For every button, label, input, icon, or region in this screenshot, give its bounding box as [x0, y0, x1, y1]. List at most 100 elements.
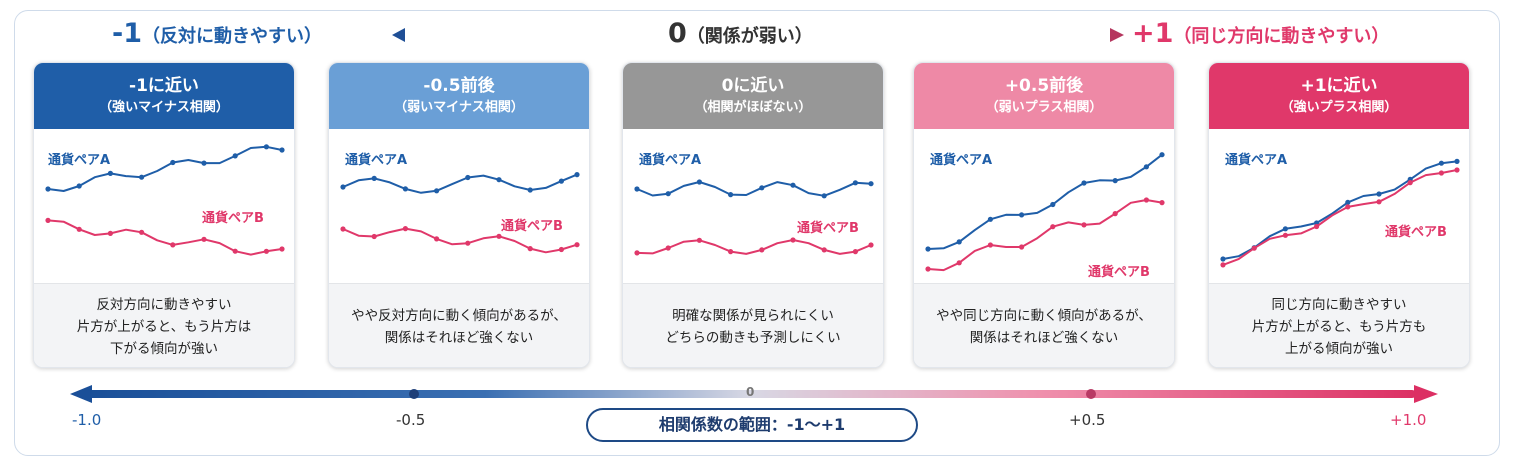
series-b-line: [1222, 169, 1458, 266]
series-b-point: [728, 249, 734, 255]
chart-svg: [1220, 158, 1460, 268]
series-b-line: [47, 219, 283, 256]
series-b-point: [696, 237, 702, 243]
series-b-point: [279, 246, 285, 252]
series-a-line: [927, 153, 1163, 250]
series-a-point: [232, 153, 238, 159]
desc-line: 片方が上がると、もう片方は: [76, 319, 252, 335]
series-b-label: 通貨ペアB: [1088, 265, 1150, 280]
desc-line: やや反対方向に動く傾向があるが、: [351, 308, 567, 324]
card-weak-negative: -0.5前後 （弱いマイナス相関） 通貨ペアA 通貨ペアB やや反対方向に動く傾…: [328, 62, 590, 368]
series-a-point: [956, 239, 962, 245]
series-a-point: [558, 178, 564, 184]
series-a-point: [1220, 256, 1226, 262]
series-a-point: [371, 175, 377, 181]
header-arrows: [392, 28, 1124, 42]
series-b-point: [201, 236, 207, 242]
series-b-label: 通貨ペアB: [1385, 225, 1447, 240]
heading-zero-text: （関係が弱い）: [686, 26, 813, 47]
series-a-line: [342, 173, 578, 194]
card-title: 0に近い: [721, 76, 785, 96]
scale-minus-half-label: -0.5: [396, 411, 426, 429]
series-b-point: [634, 250, 640, 256]
series-b-point: [434, 236, 440, 242]
series-b-point: [371, 233, 377, 240]
series-a-point: [45, 186, 51, 192]
series-a-point: [852, 180, 858, 186]
series-a-point: [925, 246, 931, 252]
series-a-label: 通貨ペアA: [1225, 153, 1288, 168]
series-b-point: [465, 240, 471, 246]
card-chart: 通貨ペアA 通貨ペアB: [914, 129, 1174, 283]
scale-marker-minus-half: [409, 389, 419, 399]
card-chart: 通貨ペアA 通貨ペアB: [329, 129, 589, 283]
series-b-line: [342, 227, 578, 254]
heading-positive: +1（同じ方向に動きやすい）: [1132, 14, 1389, 54]
series-a-point: [790, 182, 796, 188]
series-b-line: [927, 199, 1163, 272]
series-b-label: 通貨ペアB: [202, 211, 264, 226]
series-b-point: [402, 226, 408, 232]
series-a-point: [868, 181, 874, 187]
card-subtitle: （弱いマイナス相関）: [394, 100, 524, 115]
series-a-point: [1081, 180, 1087, 186]
series-b-point: [1407, 180, 1413, 186]
heading-zero: 0（関係が弱い）: [668, 14, 813, 54]
scale-right-arrowhead: [1414, 385, 1438, 403]
series-a-point: [1019, 212, 1025, 218]
series-a-point: [821, 193, 827, 199]
card-subtitle: （強いプラス相関）: [1280, 100, 1398, 115]
heading-positive-text: （同じ方向に動きやすい）: [1173, 26, 1390, 47]
series-b-point: [987, 242, 993, 248]
series-a-point: [201, 160, 207, 166]
card-title: +1に近い: [1300, 76, 1378, 96]
series-a-point: [139, 174, 145, 180]
scale-left-arrowhead: [70, 385, 92, 403]
series-a-point: [728, 192, 734, 198]
series-a-point: [1454, 158, 1460, 164]
series-a-point: [1112, 178, 1118, 184]
card-description: 明確な関係が見られにくい どちらの動きも予測しにくい: [623, 283, 883, 367]
series-b-point: [1019, 244, 1025, 250]
series-b-point: [790, 237, 796, 243]
card-header: +0.5前後 （弱いプラス相関）: [914, 63, 1174, 129]
card-strong-negative: -1に近い （強いマイナス相関） 通貨ペアA 通貨ペアB 反対方向に動きやすい …: [33, 62, 295, 368]
series-b-point: [1314, 223, 1320, 230]
card-header: -1に近い （強いマイナス相関）: [34, 63, 294, 129]
series-a-point: [263, 144, 269, 150]
series-b-point: [759, 247, 765, 253]
series-b-point: [1438, 170, 1444, 176]
scale-marker-plus-half: [1086, 389, 1096, 399]
series-b-point: [574, 242, 580, 248]
series-b-point: [1251, 245, 1257, 251]
series-b-line: [636, 239, 872, 255]
desc-line: 明確な関係が見られにくい: [672, 308, 834, 324]
scale-zero-label: 0: [746, 385, 755, 399]
chart-svg: [340, 172, 580, 254]
scale-plus-half-label: +0.5: [1069, 411, 1106, 429]
series-a-point: [1050, 201, 1056, 208]
series-a-line: [1222, 160, 1458, 260]
series-a-point: [170, 159, 176, 166]
series-a-point: [279, 147, 285, 153]
heading-negative-value: -1: [112, 18, 142, 49]
card-title: -1に近い: [129, 76, 199, 96]
desc-line: 片方が上がると、もう片方も: [1251, 319, 1427, 335]
desc-line: 関係はそれほど強くない: [384, 330, 534, 346]
card-subtitle: （相関がほぼない）: [694, 100, 812, 115]
card-subtitle: （強いマイナス相関）: [99, 100, 229, 115]
series-a-point: [434, 188, 440, 194]
card-description: やや同じ方向に動く傾向があるが、 関係はそれほど強くない: [914, 283, 1174, 367]
series-b-point: [527, 246, 533, 252]
scale-max-label: +1.0: [1390, 411, 1427, 429]
series-a-point: [1159, 152, 1165, 158]
series-b-point: [1081, 222, 1087, 228]
heading-positive-value: +1: [1132, 18, 1174, 49]
series-a-point: [987, 216, 993, 222]
series-b-point: [1143, 197, 1149, 203]
card-header: -0.5前後 （弱いマイナス相関）: [329, 63, 589, 129]
series-b-point: [1159, 200, 1165, 206]
series-b-point: [852, 249, 858, 255]
series-a-line: [636, 181, 872, 197]
